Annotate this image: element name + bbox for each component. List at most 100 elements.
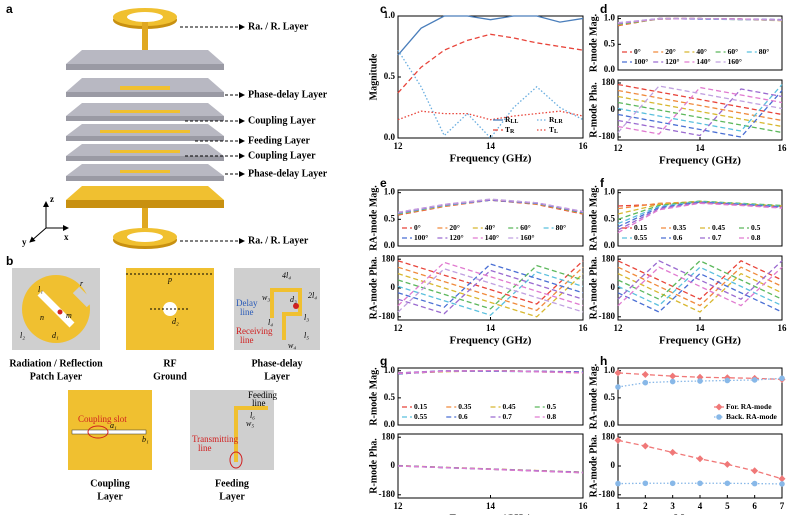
y-tick-label: -180: [379, 489, 396, 499]
panel-a-stack: a Ra. / R. Layer Phase-delay Layer Coupl…: [6, 2, 328, 249]
layer-label: Feeding Layer: [248, 135, 310, 146]
legend-label: TR: [505, 125, 515, 136]
plot-frame: [397, 367, 584, 426]
x-tick-label: 12: [394, 141, 404, 151]
dimension: a₁: [110, 421, 117, 430]
legend-name: 0.8: [547, 412, 557, 421]
layer-caption: Radiation / Reflection: [9, 358, 103, 369]
legend-name: 0.35: [673, 223, 686, 232]
legend-name: 60°: [520, 223, 531, 232]
plot-frame: [617, 189, 783, 247]
panel-label: a: [6, 2, 13, 16]
annotation: Delay: [236, 298, 258, 308]
marker: [614, 369, 622, 377]
marker: [642, 480, 649, 487]
plot-frame: [397, 189, 584, 247]
legend-label: 20°: [665, 47, 676, 56]
dimension: 4l₄: [282, 271, 291, 280]
y-axis-label: R-mode Mag.: [368, 367, 379, 426]
x-tick-label: 2: [643, 501, 648, 511]
legend-name: 100°: [414, 233, 428, 242]
y-axis-label: RA-mode Pha.: [588, 256, 599, 319]
legend-label: 0.8: [751, 233, 761, 242]
legend-label: 160°: [520, 233, 534, 242]
y-axis-label: RA-mode Pha.: [368, 256, 379, 319]
x-tick-label: 7: [780, 501, 785, 511]
marker: [697, 480, 703, 487]
x-tick-label: 16: [579, 501, 589, 511]
legend-label: 140°: [696, 57, 710, 66]
legend-label: 0.8: [547, 412, 557, 421]
series-line: [617, 88, 783, 137]
legend-name: 0.7: [712, 233, 722, 242]
y-axis-label: RA-mode Pha.: [588, 434, 599, 497]
panel-label: h: [600, 354, 607, 368]
x-tick-label: 12: [394, 501, 404, 511]
series-line: [397, 268, 584, 313]
x-tick-label: 14: [696, 143, 706, 153]
x-tick-label: 12: [614, 143, 624, 153]
annotation: Feeding: [248, 390, 277, 400]
legend-name: 100°: [634, 57, 648, 66]
dimension: m: [66, 311, 72, 320]
legend-sub: L: [554, 129, 558, 135]
legend-name: For. RA-mode: [726, 402, 772, 411]
marker: [641, 371, 649, 379]
series-line: [617, 84, 783, 132]
series-line: [397, 260, 584, 305]
y-tick-label: -180: [599, 131, 616, 141]
legend-label: 0°: [414, 223, 421, 232]
layer-caption: Layer: [219, 491, 245, 502]
legend-label: 20°: [449, 223, 460, 232]
y-tick-label: -180: [379, 311, 396, 321]
dimension: r: [80, 279, 84, 288]
legend-name: 120°: [449, 233, 463, 242]
legend-label: 160°: [728, 57, 742, 66]
x-tick-label: 14: [696, 323, 706, 333]
annotation: Transmitting: [192, 434, 239, 444]
y-tick-label: 0.0: [384, 132, 396, 142]
y-axis-label: RA-mode Mag.: [588, 185, 599, 251]
x-tick-label: 6: [752, 501, 757, 511]
legend-name: 0.45: [503, 402, 516, 411]
marker: [723, 460, 731, 468]
marker: [615, 480, 621, 487]
legend-label: 0.55: [414, 412, 427, 421]
annotation: Coupling slot: [78, 414, 127, 424]
y-tick-label: 0.5: [384, 392, 396, 402]
y-tick-label: 1.0: [384, 187, 396, 197]
series-line: [397, 264, 584, 310]
legend-sub: LL: [510, 119, 518, 125]
marker: [778, 475, 786, 483]
series-line: [397, 198, 584, 214]
annotation: line: [240, 307, 254, 317]
legend-label: 100°: [634, 57, 648, 66]
legend-label: For. RA-mode: [726, 402, 772, 411]
legend-name: 0.15: [414, 402, 427, 411]
marker: [669, 480, 676, 487]
layer-label: Phase-delay Layer: [248, 168, 328, 179]
layer-caption: Patch Layer: [30, 371, 83, 382]
marker: [751, 377, 758, 383]
dimension: d₂: [172, 317, 179, 326]
panel-b-layers: b l₁ r l₂ n m d₁ Radiation / Reflection …: [6, 254, 320, 502]
series-line: [617, 266, 783, 307]
dimension: p: [167, 275, 172, 284]
plot-frame: [617, 433, 783, 499]
y-tick-label: 1.0: [604, 13, 616, 23]
y-tick-label: 1.0: [384, 365, 396, 375]
legend-label: RLR: [549, 115, 563, 126]
dimension: w₅: [246, 419, 254, 428]
marker: [779, 375, 785, 382]
axis-name: z: [50, 194, 54, 204]
legend-name: 60°: [728, 47, 739, 56]
marker: [641, 442, 649, 450]
y-axis-label: RA-mode Mag.: [368, 185, 379, 251]
series-line: [617, 101, 783, 134]
x-axis-label: Frequency (GHz): [659, 155, 741, 167]
legend-name: 0°: [414, 223, 421, 232]
series-line: [397, 261, 584, 307]
legend-name: 40°: [485, 223, 496, 232]
legend-name: 0°: [634, 47, 641, 56]
